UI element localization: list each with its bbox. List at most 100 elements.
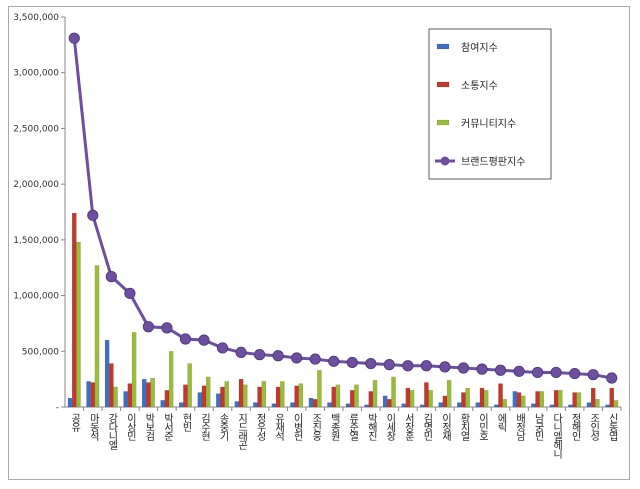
category-label: 에릭 bbox=[495, 413, 507, 433]
category-label: 송중기 bbox=[217, 413, 229, 442]
line-point bbox=[550, 366, 562, 379]
line-point bbox=[346, 356, 358, 369]
legend-label: 참여지수 bbox=[461, 42, 498, 54]
bar-2 bbox=[238, 378, 244, 408]
bar-1 bbox=[234, 401, 240, 408]
category-label: 백종원 bbox=[328, 413, 340, 441]
y-tick-label: 500,000 bbox=[22, 347, 59, 357]
bar-2 bbox=[535, 391, 540, 408]
line-point bbox=[124, 287, 136, 299]
line-point bbox=[494, 364, 507, 376]
bar-2 bbox=[405, 387, 411, 408]
legend-box bbox=[428, 28, 552, 180]
bar-2 bbox=[183, 384, 188, 408]
bar-2 bbox=[312, 399, 318, 408]
bar-2 bbox=[164, 390, 170, 408]
line-point bbox=[587, 369, 599, 381]
bar-1 bbox=[253, 402, 258, 408]
bar-1 bbox=[512, 391, 518, 408]
line-point bbox=[105, 271, 117, 283]
category-label: 박보검 bbox=[143, 413, 155, 441]
bar-1 bbox=[382, 395, 388, 408]
line-layer bbox=[68, 32, 618, 384]
line-point bbox=[569, 367, 581, 380]
bar-2 bbox=[442, 395, 448, 408]
line-point bbox=[457, 362, 470, 374]
category-label: 이정재 bbox=[439, 413, 451, 442]
legend-label: 브랜드평판지수 bbox=[461, 156, 525, 168]
bar-2 bbox=[572, 392, 577, 408]
category-label: 조진웅 bbox=[310, 413, 322, 441]
bar-2 bbox=[294, 385, 299, 408]
bar-3 bbox=[335, 384, 341, 408]
bar-3 bbox=[428, 390, 433, 408]
bar-3 bbox=[483, 390, 489, 408]
legend-label: 커뮤니티지수 bbox=[461, 118, 516, 130]
bar-3 bbox=[280, 381, 285, 408]
line-point bbox=[606, 372, 618, 384]
y-tick-label: 3,500,000 bbox=[13, 13, 59, 23]
line-point bbox=[142, 321, 154, 333]
bar-3 bbox=[446, 380, 452, 408]
category-label: 정우성 bbox=[254, 413, 266, 441]
bar-2 bbox=[387, 399, 392, 408]
category-label: 조인성 bbox=[588, 413, 600, 441]
category-label: 마동석 bbox=[87, 413, 99, 442]
bar-1 bbox=[86, 381, 91, 408]
category-label: 이상민 bbox=[124, 413, 136, 441]
bar-3 bbox=[372, 380, 378, 408]
bar-3 bbox=[94, 265, 100, 408]
bar-1 bbox=[419, 404, 425, 408]
legend-swatch bbox=[436, 43, 450, 50]
bar-1 bbox=[141, 378, 147, 408]
labels-layer: - 500,000 1,000,000 1,500,000 2,000,000 2,500… bbox=[13, 13, 618, 460]
bar-1 bbox=[67, 397, 73, 408]
category-label: 이병헌 bbox=[291, 413, 303, 441]
bar-3 bbox=[465, 387, 470, 408]
category-label: 배정남 bbox=[514, 413, 526, 441]
category-label: 현빈 bbox=[180, 413, 192, 432]
bar-2 bbox=[257, 386, 262, 408]
bar-1 bbox=[216, 393, 221, 408]
legend-swatch bbox=[436, 81, 450, 88]
bar-3 bbox=[409, 390, 415, 408]
y-tick-label: 2,500,000 bbox=[13, 124, 59, 134]
bar-2 bbox=[609, 387, 614, 408]
category-label: 공유 bbox=[69, 413, 81, 433]
bar-2 bbox=[350, 390, 355, 408]
line-point bbox=[235, 346, 247, 358]
line-point bbox=[179, 333, 192, 345]
category-label: 류준열 bbox=[347, 413, 359, 441]
bar-1 bbox=[160, 400, 165, 408]
category-label: 남궁민 bbox=[532, 413, 544, 441]
bar-2 bbox=[479, 387, 485, 408]
category-label: 신동엽 bbox=[606, 413, 618, 441]
bar-1 bbox=[364, 404, 369, 408]
category-label: 서장훈 bbox=[402, 413, 414, 441]
bar-1 bbox=[475, 402, 481, 408]
bar-1 bbox=[308, 397, 314, 408]
bar-3 bbox=[595, 399, 600, 408]
bar-2 bbox=[331, 386, 336, 408]
y-tick-label: 3,000,000 bbox=[13, 69, 59, 79]
bar-3 bbox=[150, 377, 155, 408]
category-label: 박해진 bbox=[365, 413, 377, 441]
category-label: 유재석 bbox=[273, 413, 285, 442]
line-point bbox=[216, 342, 229, 354]
bars-layer bbox=[67, 212, 619, 408]
bar-1 bbox=[494, 404, 499, 408]
bar-3 bbox=[354, 384, 359, 408]
line-point bbox=[272, 350, 284, 362]
bar-2 bbox=[275, 386, 281, 408]
line-point bbox=[513, 365, 525, 377]
bar-2 bbox=[553, 390, 559, 408]
bar-3 bbox=[187, 363, 192, 408]
line-point bbox=[309, 353, 321, 365]
line-point bbox=[531, 366, 544, 379]
bar-1 bbox=[345, 403, 351, 408]
y-tick-label: 2,000,000 bbox=[13, 180, 59, 190]
bar-2 bbox=[201, 385, 207, 408]
bar-2 bbox=[424, 382, 429, 408]
line-point bbox=[328, 355, 340, 367]
